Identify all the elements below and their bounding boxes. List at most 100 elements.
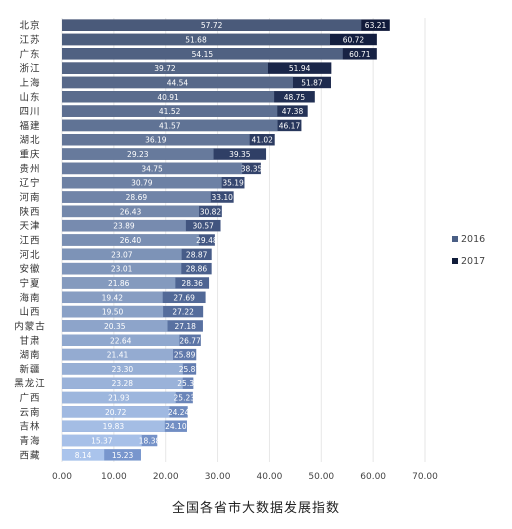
data-label-2016: 15.37: [91, 437, 113, 446]
bar-2016: [62, 449, 105, 461]
legend-item-2017: 2017: [452, 255, 485, 267]
data-label-2017: 28.86: [186, 265, 208, 274]
bar-2016: [62, 334, 180, 346]
data-label-2017: 48.75: [284, 93, 306, 102]
data-label-2017: 26.77: [179, 336, 201, 345]
category-label: 安徽: [19, 263, 40, 275]
data-label-2017: 46.17: [279, 121, 301, 130]
bar-2016: [62, 105, 278, 117]
bar-2016: [62, 248, 182, 261]
data-label-2016: 57.72: [201, 21, 223, 30]
data-label-2016: 44.54: [167, 78, 189, 87]
bar-2016: [62, 176, 222, 189]
category-label: 西藏: [19, 449, 40, 461]
data-label-2017: 51.87: [301, 78, 323, 87]
data-label-2016: 26.40: [120, 236, 142, 245]
data-label-2017: 25.87: [179, 365, 201, 374]
data-label-2016: 34.75: [141, 164, 163, 173]
data-label-2017: 25.33: [177, 379, 199, 388]
legend-swatch-2016: [452, 236, 458, 242]
data-label-2017: 38.35: [241, 164, 263, 173]
data-label-2016: 41.52: [159, 107, 181, 116]
data-label-2016: 23.30: [112, 365, 134, 374]
data-label-2017: 60.72: [343, 35, 365, 44]
data-label-2017: 33.10: [211, 193, 233, 202]
bar-2016: [62, 348, 174, 361]
data-label-2016: 19.83: [103, 422, 125, 431]
category-label: 青海: [19, 435, 40, 447]
category-label: 四川: [19, 107, 40, 118]
data-label-2016: 26.43: [120, 207, 142, 216]
data-label-2016: 22.64: [110, 336, 132, 345]
data-label-2017: 24.10: [165, 422, 187, 431]
x-tick-label: 50.00: [308, 472, 334, 482]
bar-2016: [62, 320, 168, 332]
category-label: 天津: [19, 221, 40, 232]
bar-2016: [62, 76, 293, 89]
data-label-2017: 39.35: [229, 150, 251, 159]
data-label-2017: 30.82: [200, 207, 222, 216]
bar-2016: [62, 191, 211, 203]
bar-2016: [62, 420, 165, 432]
data-label-2016: 36.19: [145, 136, 167, 145]
data-label-2016: 20.35: [104, 322, 126, 331]
data-label-2017: 63.21: [365, 21, 387, 30]
data-label-2016: 23.01: [111, 265, 133, 274]
category-label: 浙江: [19, 63, 40, 75]
data-label-2016: 21.86: [108, 279, 130, 288]
x-tick-label: 60.00: [360, 472, 386, 482]
data-label-2017: 27.18: [174, 322, 196, 331]
bar-2016: [62, 377, 183, 389]
bar-2016: [62, 363, 183, 375]
bar-2016: [62, 119, 278, 132]
data-label-2017: 25.23: [174, 394, 196, 403]
x-tick-label: 10.00: [101, 472, 127, 482]
category-label: 河南: [19, 192, 40, 204]
category-label: 湖南: [19, 349, 40, 361]
data-label-2016: 40.91: [157, 93, 179, 102]
bar-2016: [62, 434, 142, 447]
data-label-2017: 51.94: [289, 64, 311, 73]
bar-2016: [62, 62, 268, 74]
bar-2016: [62, 162, 243, 175]
data-label-2017: 28.36: [181, 279, 203, 288]
bar-2016: [62, 33, 330, 46]
category-label: 宁夏: [19, 277, 40, 289]
category-label: 北京: [19, 20, 40, 32]
bar-2016: [62, 205, 200, 218]
category-label: 内蒙古: [14, 320, 46, 332]
category-label: 新疆: [19, 363, 40, 375]
category-label: 福建: [19, 120, 40, 132]
bar-2016: [62, 406, 170, 418]
bar-2016: [62, 305, 164, 318]
data-label-2016: 29.23: [127, 150, 149, 159]
data-label-2016: 21.41: [107, 351, 129, 360]
data-label-2016: 28.69: [126, 193, 148, 202]
data-label-2017: 30.57: [192, 222, 214, 231]
data-label-2016: 23.07: [111, 250, 133, 259]
bar-2016: [62, 291, 163, 304]
data-label-2017: 29.48: [196, 236, 218, 245]
bar-2016: [62, 91, 275, 103]
x-tick-label: 0.00: [52, 472, 72, 482]
category-label: 陕西: [19, 206, 40, 218]
category-label: 海南: [19, 292, 40, 304]
category-label: 重庆: [19, 149, 40, 161]
category-label: 湖北: [19, 135, 40, 146]
category-label: 黑龙江: [14, 378, 46, 390]
data-label-2016: 20.72: [105, 408, 127, 417]
data-label-2016: 54.15: [192, 50, 214, 59]
category-label: 山东: [19, 91, 40, 103]
chart-title: 全国各省市大数据发展指数: [171, 501, 340, 516]
category-label: 上海: [19, 77, 40, 89]
bar-2016: [62, 148, 214, 160]
data-label-2017: 60.71: [349, 50, 371, 59]
data-label-2016: 41.57: [159, 121, 181, 130]
data-label-2016: 39.72: [154, 64, 176, 73]
data-label-2017: 25.89: [174, 351, 196, 360]
category-label: 江苏: [19, 34, 40, 46]
category-label: 云南: [19, 406, 40, 418]
category-label: 广西: [19, 392, 40, 404]
data-label-2017: 15.23: [112, 451, 134, 460]
